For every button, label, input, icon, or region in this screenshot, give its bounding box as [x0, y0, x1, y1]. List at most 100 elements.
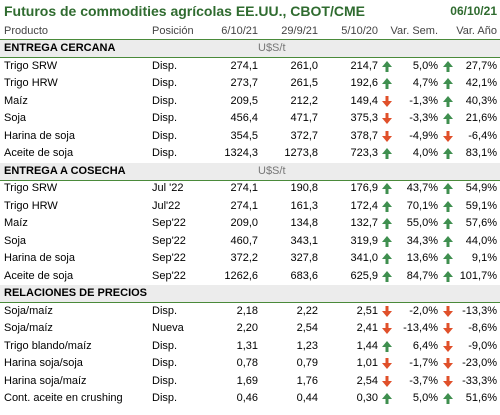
cell: 0,78 [236, 357, 258, 369]
cell: 101,7% [459, 269, 497, 282]
cell: 625,9 [350, 269, 378, 282]
cell: -4,9% [409, 129, 438, 142]
cell: 0,30 [356, 392, 378, 404]
cell: 460,7 [230, 234, 258, 247]
arrow-up [382, 183, 392, 194]
cell: Trigo HRW [4, 199, 58, 212]
arrow-down [443, 305, 453, 317]
arrow-up [443, 60, 453, 72]
cell: 59,1% [465, 199, 497, 212]
cell: Soja/maíz [4, 322, 53, 334]
cell: Soja [4, 112, 27, 124]
cell: 375,3 [350, 112, 378, 124]
arrow-down [382, 323, 392, 334]
section-band [0, 285, 500, 303]
cell: 43,7% [406, 182, 438, 194]
cell: 192,6 [350, 77, 378, 89]
cell: 274,1 [230, 199, 258, 212]
cell: 172,4 [350, 199, 378, 212]
arrow-up [382, 270, 392, 282]
cell: 261,5 [290, 77, 318, 89]
cell: Sep'22 [152, 269, 186, 282]
header-rule [0, 39, 500, 40]
cell: 34,3% [406, 234, 438, 247]
cell: Sep'22 [152, 252, 186, 264]
cell: -1,3% [409, 94, 438, 107]
cell: 84,7% [406, 269, 438, 282]
cell: Trigo blando/maíz [4, 339, 92, 352]
cell: 190,8 [290, 182, 318, 194]
cell: 2,22 [296, 304, 318, 317]
cell: 132,7 [350, 217, 378, 229]
column-header: Producto [4, 25, 49, 37]
arrow-up [382, 60, 392, 72]
cell: 456,4 [230, 112, 258, 124]
cell: 149,4 [350, 94, 378, 107]
column-header: 5/10/20 [341, 25, 378, 37]
arrow-up [443, 270, 453, 282]
cell: 327,8 [290, 252, 318, 264]
cell: 274,1 [230, 182, 258, 194]
cell: 21,6% [465, 112, 497, 124]
cell: 372,2 [230, 252, 258, 264]
cell: Disp. [152, 304, 178, 317]
arrow-down [382, 113, 392, 124]
cell: Jul '22 [152, 182, 184, 194]
cell: Disp. [152, 94, 178, 107]
cell: 4,0% [412, 147, 438, 159]
cell: Maíz [4, 94, 28, 107]
cell: 1262,6 [224, 269, 258, 282]
column-header: 6/10/21 [221, 25, 258, 37]
cell: -23,0% [462, 357, 497, 369]
cell: Sep'22 [152, 217, 186, 229]
cell: Trigo HRW [4, 77, 58, 89]
section-band [0, 40, 500, 58]
cell: Disp. [152, 374, 178, 387]
cell: Sep'22 [152, 234, 186, 247]
cell: -3,7% [409, 374, 438, 387]
cell: 1,69 [236, 374, 258, 387]
cell: 27,7% [465, 59, 497, 72]
cell: Disp. [152, 392, 178, 404]
cell: Disp. [152, 59, 178, 72]
cell: 161,3 [290, 199, 318, 212]
cell: 5,0% [412, 392, 438, 404]
arrow-up [443, 218, 453, 229]
cell: Disp. [152, 112, 178, 124]
cell: Aceite de soja [4, 269, 74, 282]
cell: 212,2 [290, 94, 318, 107]
cell: 343,1 [290, 234, 318, 247]
cell: 209,0 [230, 217, 258, 229]
cell: 40,3% [465, 94, 497, 107]
cell: Aceite de soja [4, 147, 74, 159]
cell: 4,7% [412, 77, 438, 89]
cell: 2,54 [356, 374, 378, 387]
section-title: ENTREGA CERCANA [4, 42, 116, 54]
cell: 261,0 [290, 59, 318, 72]
arrow-down [382, 305, 392, 317]
cell: 209,5 [230, 94, 258, 107]
cell: 341,0 [350, 252, 378, 264]
cell: 1,01 [356, 357, 378, 369]
arrow-up [443, 113, 453, 124]
arrow-up [443, 253, 453, 264]
arrow-down [443, 323, 453, 334]
cell: Disp. [152, 357, 178, 369]
cell: 54,9% [465, 182, 497, 194]
arrow-up [382, 340, 392, 352]
cell: 44,0% [465, 234, 497, 247]
arrow-up [443, 183, 453, 194]
arrow-up [382, 393, 392, 404]
arrow-up [443, 235, 453, 247]
cell: 0,79 [296, 357, 318, 369]
cell: Soja/maíz [4, 304, 53, 317]
arrow-up [382, 218, 392, 229]
cell: 6,4% [412, 339, 438, 352]
cell: 1,23 [296, 339, 318, 352]
cell: Soja [4, 234, 27, 247]
section-unit: U$S/t [258, 164, 286, 177]
cell: 0,46 [236, 392, 258, 404]
cell: Nueva [152, 322, 184, 334]
arrow-up [382, 235, 392, 247]
